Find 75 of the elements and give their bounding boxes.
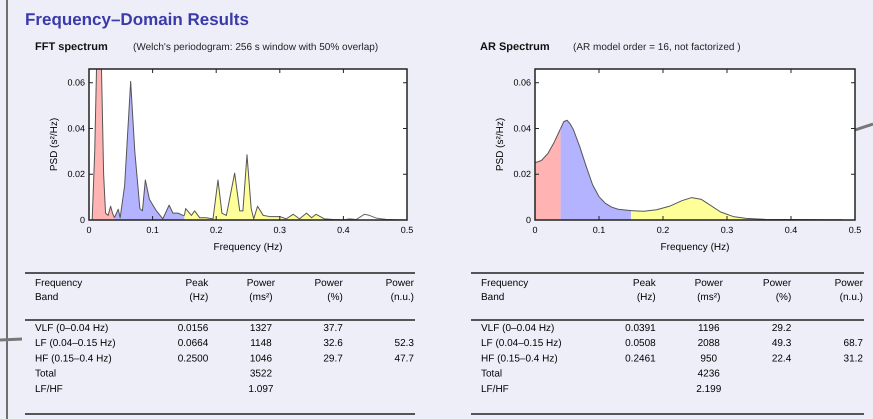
y-tick-label: 0.06: [67, 78, 85, 88]
category-label: Power (n.u.): [386, 278, 414, 303]
category-label: VLF (0–0.04 Hz): [35, 323, 108, 334]
text: 47.7: [394, 353, 414, 364]
category-label: Frequency Band: [481, 278, 528, 303]
text: 37.7: [323, 323, 343, 334]
x-tick-label: 0: [86, 225, 92, 235]
text: 32.6: [323, 338, 343, 350]
text: 0.0391: [625, 323, 656, 334]
text: 52.3: [394, 338, 414, 350]
text: 0.0156: [178, 323, 208, 334]
text: 29.2: [772, 323, 792, 334]
chart-title: AR Spectrum: [480, 41, 550, 53]
y-tick-label: 0.04: [513, 123, 531, 134]
text: 0.2500: [178, 353, 208, 364]
x-tick-label: 0.4: [337, 225, 350, 235]
text: 22.4: [772, 353, 792, 364]
y-tick-label: 0.02: [67, 169, 85, 180]
text: 1327: [250, 323, 272, 334]
text: 0.2461: [625, 353, 656, 364]
text: 1148: [250, 338, 272, 350]
text: 1046: [250, 353, 272, 364]
text: 68.7: [844, 338, 863, 350]
text: 29.7: [323, 353, 343, 364]
category-label: HF (0.15–0.4 Hz): [35, 353, 112, 364]
x-tick-label: 0.5: [400, 225, 414, 235]
chart-subtitle: (AR model order = 16, not factorized ): [573, 42, 741, 53]
x-tick-label: 0.3: [720, 225, 734, 235]
x-tick-label: 0.3: [274, 225, 286, 235]
text: 3522: [250, 368, 272, 380]
x-tick-label: 0.4: [784, 225, 798, 235]
category-label: Peak (Hz): [186, 278, 208, 303]
chart-subtitle: (Welch's periodogram: 256 s window with 50% overlap): [133, 42, 378, 53]
x-tick-label: 0: [532, 225, 538, 235]
category-label: HF (0.15–0.4 Hz): [481, 353, 558, 364]
text: 2088: [698, 338, 720, 350]
chart-title: FFT spectrum: [35, 41, 108, 53]
x-axis-title: Frequency (Hz): [214, 242, 282, 253]
text: 950: [700, 353, 718, 364]
text: 49.3: [772, 338, 792, 350]
text: 1.097: [248, 384, 274, 395]
text: 4236: [698, 368, 720, 380]
x-tick-label: 0.5: [848, 225, 862, 235]
text: 31.2: [844, 353, 863, 364]
category-label: Power (ms²): [694, 278, 723, 303]
category-label: Power (%): [314, 278, 343, 303]
category-label: LF (0.04–0.15 Hz): [35, 338, 116, 350]
x-tick-label: 0.2: [210, 225, 222, 235]
x-tick-label: 0.1: [146, 225, 159, 235]
y-tick-label: 0: [80, 215, 85, 225]
y-tick-label: 0.02: [513, 169, 531, 180]
text: 0.0664: [178, 338, 208, 350]
x-tick-label: 0.1: [592, 225, 606, 235]
y-tick-label: 0.04: [67, 123, 85, 134]
category-label: LF/HF: [35, 384, 63, 395]
category-label: Power (n.u.): [834, 278, 863, 303]
x-axis-title: Frequency (Hz): [660, 242, 730, 253]
text: Frequency–Domain Results: [25, 10, 249, 29]
y-axis-title: PSD (s²/Hz): [495, 118, 506, 172]
category-label: LF (0.04–0.15 Hz): [481, 338, 562, 350]
y-axis-title: PSD (s²/Hz): [49, 118, 60, 172]
category-label: LF/HF: [481, 384, 509, 395]
category-label: Peak (Hz): [632, 278, 656, 303]
x-tick-label: 0.2: [656, 225, 670, 235]
category-label: Power (ms²): [246, 278, 276, 303]
category-label: Frequency Band: [35, 278, 82, 303]
category-label: Power (%): [762, 278, 792, 303]
y-tick-label: 0: [526, 215, 531, 225]
text: 2.199: [696, 384, 722, 395]
text: 1196: [698, 323, 720, 334]
text: 0.0508: [625, 338, 656, 350]
category-label: VLF (0–0.04 Hz): [481, 323, 554, 334]
y-tick-label: 0.06: [513, 78, 531, 88]
category-label: Total: [481, 368, 502, 380]
category-label: Total: [35, 368, 56, 380]
